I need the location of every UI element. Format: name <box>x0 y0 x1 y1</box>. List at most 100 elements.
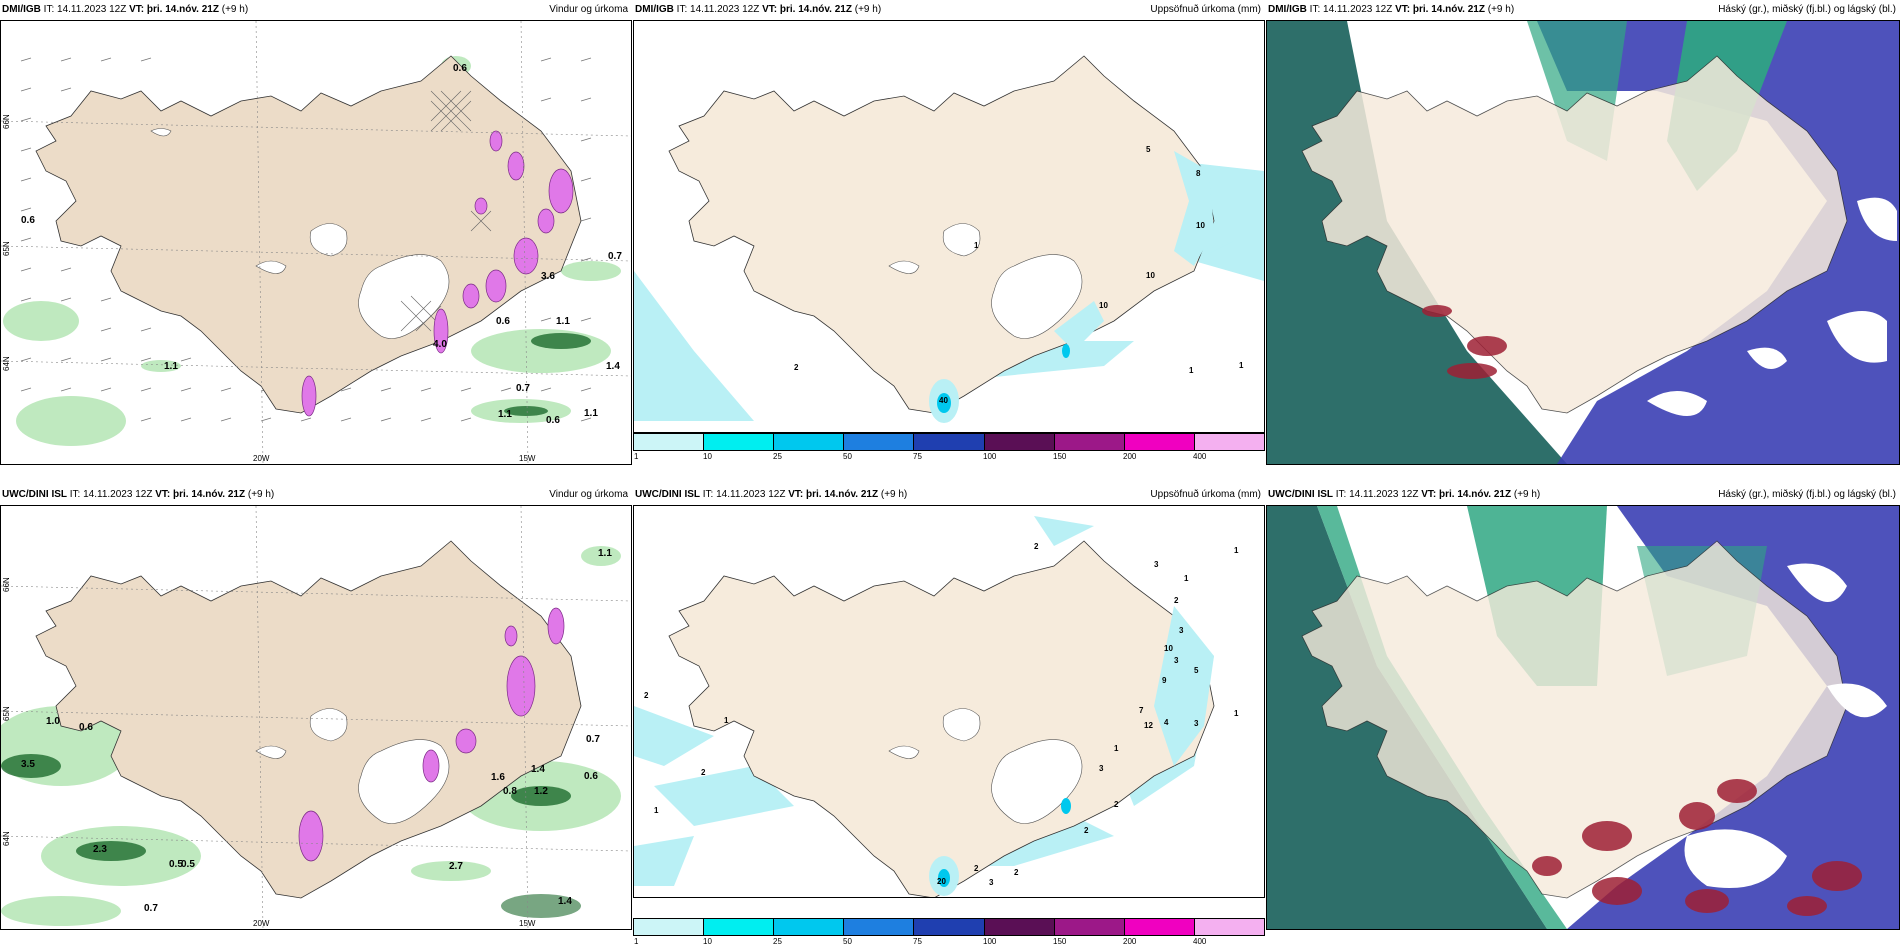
precip-value: 0.5 <box>169 859 183 870</box>
map-area[interactable]: 2 1 3 1 2 3 2 1 2 1 3 5 10 7 12 9 4 3 1 … <box>633 505 1265 898</box>
precip-value: 20 <box>937 877 946 886</box>
map-area[interactable]: 5 8 10 10 10 2 1 1 1 40 <box>633 20 1265 433</box>
init-time: 14.11.2023 12Z <box>1323 4 1393 15</box>
precip-value: 10 <box>1099 301 1108 310</box>
colorbar <box>633 433 1265 451</box>
lead-time: (+9 h) <box>247 489 275 500</box>
lead-time: (+9 h) <box>1487 4 1515 15</box>
precip-value: 2 <box>1084 826 1089 835</box>
precip-value: 8 <box>1196 169 1201 178</box>
map-area[interactable]: 66N 65N 64N 20W 15W 1.1 1.0 0.6 3.5 2.3 … <box>0 505 632 930</box>
map-graphic <box>1267 21 1899 464</box>
precip-value: 0.6 <box>453 63 467 74</box>
precip-value: 0.6 <box>584 771 598 782</box>
graticule <box>1 21 631 464</box>
colorbar-tick: 200 <box>1123 452 1137 461</box>
precip-value: 2 <box>1174 596 1179 605</box>
vt-label: VT: <box>1421 489 1437 500</box>
iceland-land <box>668 55 1215 414</box>
precip-value: 0.7 <box>608 251 622 262</box>
panel-title: Uppsöfnuð úrkoma (mm) <box>1150 4 1261 15</box>
precip-value: 0.7 <box>586 734 600 745</box>
panel-dmi-clouds: DMI/IGB IT: 14.11.2023 12Z VT: þri. 14.n… <box>1266 0 1900 465</box>
valid-time: þri. 14.nóv. 21Z <box>806 489 879 500</box>
lead-time: (+9 h) <box>880 489 908 500</box>
colorbar-tick: 50 <box>843 452 852 461</box>
lat-label: 64N <box>2 831 11 846</box>
colorbar-tick: 200 <box>1123 937 1137 946</box>
map-area[interactable] <box>1266 20 1900 465</box>
precip-value: 2 <box>1114 800 1119 809</box>
model-name: DMI/IGB <box>1268 4 1307 15</box>
precip-value: 1 <box>654 806 659 815</box>
precip-value: 4.0 <box>433 339 447 350</box>
precip-value: 2 <box>794 363 799 372</box>
precip-value: 0.6 <box>496 316 510 327</box>
low-clouds <box>1532 779 1862 916</box>
precip-value: 1.1 <box>164 361 178 372</box>
colorbar-tick: 10 <box>703 452 712 461</box>
low-clouds <box>1422 305 1507 379</box>
precip-value: 1 <box>1114 744 1119 753</box>
vt-label: VT: <box>129 4 145 15</box>
it-label: IT: <box>676 4 688 15</box>
vt-label: VT: <box>1395 4 1411 15</box>
model-name: DMI/IGB <box>635 4 674 15</box>
map-graphic <box>634 55 1264 423</box>
panel-dmi-precip: DMI/IGB IT: 14.11.2023 12Z VT: þri. 14.n… <box>633 0 1265 465</box>
lon-label: 15W <box>519 919 536 928</box>
precip-value: 0.6 <box>21 215 35 226</box>
vt-label: VT: <box>762 4 778 15</box>
precip-value: 1.2 <box>534 786 548 797</box>
clear-patches <box>1684 563 1887 888</box>
lead-time: (+9 h) <box>221 4 249 15</box>
it-label: IT: <box>1309 4 1321 15</box>
init-time: 14.11.2023 12Z <box>690 4 760 15</box>
map-area[interactable]: 66N 65N 64N 20W 15W 0.6 0.6 0.7 1.1 0.6 … <box>0 20 632 465</box>
lon-label: 20W <box>253 919 270 928</box>
precip-value: 2 <box>644 691 649 700</box>
colorbar-tick: 10 <box>703 937 712 946</box>
heavy-precip <box>937 344 1070 413</box>
precip-value: 3.5 <box>21 759 35 770</box>
colorbar-tick: 75 <box>913 937 922 946</box>
precip-value: 2 <box>1034 542 1039 551</box>
glaciers <box>888 223 1083 339</box>
lead-time: (+9 h) <box>1513 489 1541 500</box>
colorbar-tick: 25 <box>773 452 782 461</box>
map-graphic <box>634 516 1215 897</box>
init-time: 14.11.2023 12Z <box>57 4 127 15</box>
colorbar-tick: 25 <box>773 937 782 946</box>
panel-header: DMI/IGB IT: 14.11.2023 12Z VT: þri. 14.n… <box>633 0 1265 20</box>
lat-label: 66N <box>2 114 11 129</box>
precip-value: 0.5 <box>181 859 195 870</box>
colorbar <box>633 918 1265 936</box>
precip-value: 0.6 <box>546 415 560 426</box>
panel-title: Vindur og úrkoma <box>549 489 628 500</box>
valid-time: þri. 14.nóv. 21Z <box>173 489 246 500</box>
precip-value: 5 <box>1146 145 1151 154</box>
precip-value: 1 <box>1234 546 1239 555</box>
panel-header: UWC/DINI ISL IT: 14.11.2023 12Z VT: þri.… <box>633 485 1265 505</box>
green-precip <box>3 56 621 446</box>
precip-value: 1 <box>1189 366 1194 375</box>
lat-label: 65N <box>2 706 11 721</box>
hatching <box>400 90 492 332</box>
valid-time: þri. 14.nóv. 21Z <box>146 4 219 15</box>
it-label: IT: <box>43 4 55 15</box>
heavy-precip <box>301 130 574 417</box>
precip-value: 1 <box>1239 361 1244 370</box>
panel-uwc-precip: UWC/DINI ISL IT: 14.11.2023 12Z VT: þri.… <box>633 485 1265 950</box>
precip-value: 3 <box>1174 656 1179 665</box>
panel-title: Uppsöfnuð úrkoma (mm) <box>1150 489 1261 500</box>
iceland-land <box>1301 55 1848 414</box>
panel-header: UWC/DINI ISL IT: 14.11.2023 12Z VT: þri.… <box>1266 485 1900 505</box>
vt-label: VT: <box>155 489 171 500</box>
precip-value: 1.1 <box>498 409 512 420</box>
map-graphic <box>1267 506 1899 929</box>
model-name: UWC/DINI ISL <box>635 489 700 500</box>
precip-value: 0.7 <box>516 383 530 394</box>
map-area[interactable] <box>1266 505 1900 930</box>
precip-value: 1.1 <box>556 316 570 327</box>
lat-label: 64N <box>2 356 11 371</box>
